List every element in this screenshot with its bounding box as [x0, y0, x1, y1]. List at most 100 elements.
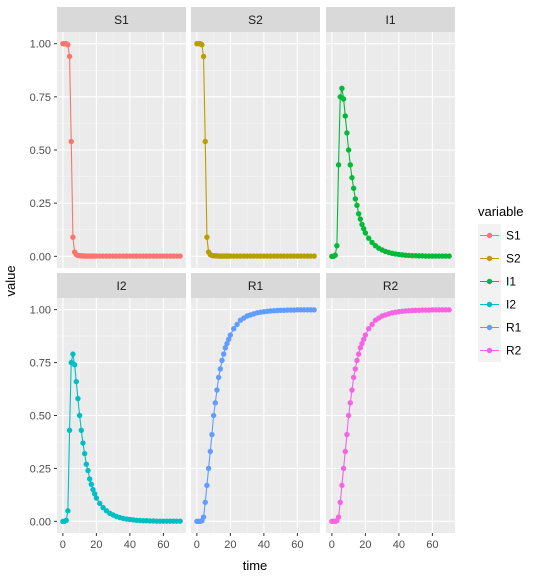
data-point-r2	[342, 448, 348, 455]
data-point-i2	[65, 508, 71, 514]
y-tick-label: 0.25	[30, 198, 51, 210]
legend-key-point	[486, 232, 493, 239]
data-point-i1	[349, 174, 355, 181]
x-axis-title: time	[243, 558, 268, 573]
legend-item-i2: I2	[478, 293, 516, 316]
data-point-i2	[63, 517, 69, 523]
data-point-i1	[334, 242, 340, 249]
data-point-r1	[207, 448, 213, 455]
data-point-r2	[352, 366, 359, 372]
data-point-r2	[369, 321, 375, 328]
data-point-i1	[352, 196, 359, 202]
legend-item-i1: I1	[478, 270, 516, 293]
data-point-s1	[68, 138, 74, 145]
x-tick-label: 60	[291, 539, 303, 551]
data-point-r2	[354, 357, 360, 364]
data-point-r2	[355, 351, 362, 357]
data-point-r2	[349, 387, 355, 393]
data-point-i1	[446, 253, 452, 259]
data-point-s2	[200, 53, 207, 60]
legend-key-point	[486, 278, 493, 285]
data-point-s1	[177, 253, 183, 259]
panel-r2: R2 0 20 40 60	[326, 273, 455, 551]
data-point-i1	[347, 162, 353, 168]
panel-i2: I2 0.00 0.25 0.50 0.75 1.00 0 20 40 60	[30, 273, 186, 551]
y-tick-label: 0.75	[30, 358, 51, 370]
x-tick-label: 60	[426, 539, 438, 551]
data-point-r1	[209, 431, 215, 438]
y-tick-label: 0.50	[30, 411, 51, 423]
data-point-i2	[100, 504, 106, 511]
legend-key-point	[486, 347, 493, 354]
legend-label: S2	[506, 252, 521, 266]
data-point-r1	[227, 332, 234, 338]
x-tick-label: 40	[124, 539, 136, 551]
legend-item-s2: S2	[478, 247, 521, 270]
data-point-i2	[86, 476, 93, 482]
data-point-i2	[85, 467, 91, 474]
data-point-r1	[200, 514, 207, 520]
data-point-r2	[446, 307, 452, 313]
x-tick-label: 40	[393, 539, 405, 551]
facet-strip-label: S2	[248, 13, 263, 27]
legend-key-point	[486, 301, 493, 308]
legend-label: R1	[506, 321, 522, 335]
facet-strip	[57, 7, 186, 32]
legend-title: variable	[478, 204, 524, 219]
data-point-s1	[65, 42, 71, 48]
data-point-i1	[359, 221, 365, 228]
data-point-i1	[360, 225, 367, 232]
data-point-s2	[311, 253, 317, 259]
data-point-r2	[347, 400, 353, 406]
facet-strip	[191, 273, 320, 298]
panel-r1: R1 0 20 40 60	[191, 273, 320, 551]
x-tick-label: 60	[157, 539, 169, 551]
data-point-r1	[224, 340, 230, 347]
data-point-r2	[350, 374, 357, 381]
facet-strip-label: I1	[385, 13, 395, 27]
facet-strip	[191, 7, 320, 32]
data-point-r1	[217, 366, 224, 372]
panel-i1: I1	[326, 7, 455, 268]
x-tick-label: 20	[224, 539, 236, 551]
data-point-r2	[339, 482, 345, 489]
data-point-i1	[342, 113, 348, 119]
data-point-r1	[231, 326, 237, 332]
legend-key-point	[486, 324, 493, 331]
data-point-r1	[215, 374, 222, 381]
data-point-i2	[76, 412, 83, 419]
facet-strip	[326, 273, 455, 298]
data-point-s2	[199, 42, 205, 48]
data-point-i1	[344, 130, 350, 136]
data-point-i2	[66, 427, 73, 434]
data-point-r1	[204, 482, 210, 489]
data-point-s1	[66, 53, 73, 60]
legend-label: I2	[506, 298, 516, 312]
y-tick-label: 0.75	[30, 92, 51, 104]
panel-s1: S1 0.00 0.25 0.50 0.75 1.00	[30, 7, 186, 268]
data-point-i1	[345, 147, 352, 153]
y-tick-label: 0.00	[30, 516, 51, 528]
data-point-i2	[70, 351, 76, 357]
data-point-i2	[91, 491, 98, 497]
data-point-r1	[311, 307, 317, 313]
legend-label: R2	[506, 344, 522, 358]
data-point-i1	[369, 239, 375, 246]
data-point-i1	[335, 162, 342, 168]
data-point-i1	[366, 235, 372, 241]
data-point-r1	[220, 351, 227, 357]
y-tick-label: 0.25	[30, 463, 51, 475]
data-point-i2	[177, 518, 183, 524]
x-tick-label: 0	[60, 539, 66, 551]
data-point-r2	[340, 465, 347, 472]
data-point-i2	[80, 440, 86, 446]
data-point-r2	[335, 514, 342, 520]
data-point-i2	[73, 378, 79, 385]
data-point-i2	[75, 395, 81, 402]
data-point-i1	[332, 252, 338, 258]
facet-strip-label: R2	[383, 279, 399, 293]
data-point-i1	[362, 230, 369, 236]
data-point-i2	[97, 500, 103, 507]
data-point-r1	[225, 336, 232, 342]
